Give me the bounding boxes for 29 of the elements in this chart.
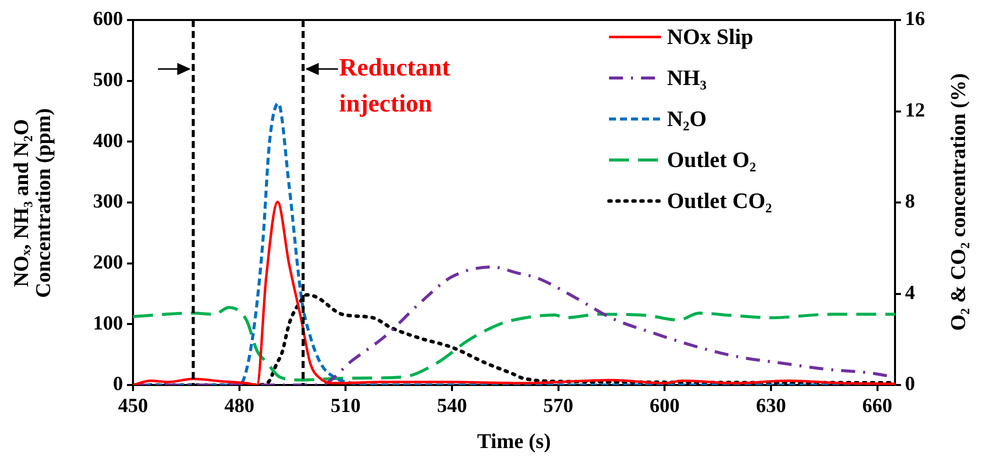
legend-label: NH₃ — [667, 64, 707, 90]
y-tick-label: 500 — [93, 69, 123, 92]
x-tick-label: 540 — [436, 395, 467, 418]
y2-tick-label: 16 — [905, 8, 925, 30]
legend-label: NOx Slip — [667, 24, 754, 50]
legend-label: Outlet CO₂ — [667, 188, 772, 214]
x-tick-label: 660 — [862, 395, 892, 418]
x-tick-label: 570 — [543, 395, 574, 418]
y-tick-label: 400 — [93, 130, 123, 152]
y-tick-label: 200 — [93, 252, 123, 274]
x-tick-label: 510 — [330, 395, 361, 418]
y2-tick-label: 8 — [905, 190, 915, 213]
legend-label: N₂O — [667, 106, 707, 132]
y2-tick-label: 4 — [905, 282, 915, 304]
y2-axis-title: O₂ & CO₂ concentration (%) — [946, 72, 970, 332]
y-tick-label: 300 — [93, 190, 123, 213]
y-tick-label: 100 — [93, 312, 123, 334]
x-tick-label: 450 — [118, 395, 148, 418]
y-axis-title: NOₓ, NH₃ and N₂O Concentration (ppm) — [8, 106, 55, 300]
legend-label: Outlet O₂ — [667, 146, 756, 172]
y2-tick-label: 12 — [905, 99, 925, 122]
x-tick-label: 630 — [756, 395, 786, 418]
y-tick-label: 0 — [113, 373, 123, 396]
x-axis-title: Time (s) — [476, 429, 552, 453]
x-tick-label: 600 — [650, 395, 680, 418]
y-tick-label: 600 — [93, 8, 123, 30]
y2-tick-label: 0 — [905, 373, 915, 396]
annotation: Reductant injection — [339, 54, 451, 118]
x-tick-label: 480 — [224, 395, 254, 418]
